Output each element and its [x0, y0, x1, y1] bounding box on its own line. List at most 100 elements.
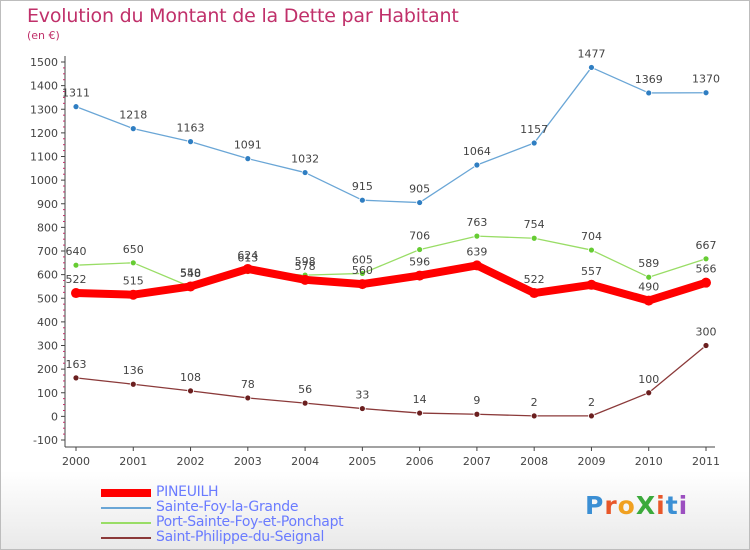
y-tick-label: -100 [33, 434, 58, 447]
legend-item: Sainte-Foy-la-Grande [101, 499, 361, 516]
x-tick-label: 2009 [577, 455, 605, 468]
data-label: 1064 [463, 145, 491, 158]
data-label: 515 [123, 275, 144, 288]
data-label: 550 [180, 266, 201, 279]
data-point [473, 410, 481, 418]
data-label: 1369 [635, 73, 663, 86]
data-point [416, 246, 424, 253]
x-tick-label: 2010 [635, 455, 663, 468]
data-label: 624 [237, 249, 258, 262]
x-tick-label: 2007 [463, 455, 491, 468]
data-point [72, 261, 80, 269]
chart-title: Evolution du Montant de la Dette par Hab… [27, 5, 459, 27]
data-point [357, 279, 368, 290]
data-point [244, 155, 252, 163]
brand-letter: t [665, 491, 679, 520]
data-label: 1091 [234, 139, 262, 152]
data-label: 56 [298, 383, 312, 396]
data-point [414, 270, 425, 281]
brand-letter: o [617, 491, 636, 520]
data-point [358, 196, 366, 204]
data-point [129, 259, 137, 267]
y-tick-label: 600 [37, 269, 58, 282]
data-point [586, 279, 597, 290]
data-point [185, 281, 196, 292]
data-point [71, 288, 81, 299]
data-label: 1163 [177, 122, 205, 135]
legend-swatch [101, 537, 151, 539]
data-label: 754 [524, 218, 545, 231]
data-label: 136 [123, 364, 144, 377]
proxiti-logo: ProXiti [585, 491, 688, 520]
data-label: 522 [524, 273, 545, 286]
data-point [471, 260, 482, 271]
data-point [416, 409, 424, 417]
y-tick-label: 300 [37, 340, 58, 353]
data-point [529, 288, 540, 299]
data-label: 605 [352, 253, 373, 266]
data-label: 613 [237, 252, 258, 265]
data-label: 548 [180, 267, 201, 280]
x-tick-label: 2006 [406, 455, 434, 468]
x-tick-label: 2003 [234, 455, 262, 468]
data-label: 1311 [62, 87, 90, 100]
brand-letter: i [656, 491, 666, 520]
data-point [530, 234, 538, 242]
brand-letter: i [678, 491, 689, 520]
data-point [588, 64, 595, 71]
y-tick-label: 700 [37, 245, 58, 258]
y-tick-label: 1400 [30, 80, 58, 93]
data-label: 522 [66, 273, 87, 286]
x-tick-label: 2001 [119, 455, 147, 468]
data-point [645, 273, 653, 281]
data-point [701, 277, 711, 288]
y-tick-label: 500 [37, 292, 58, 305]
data-point [645, 89, 653, 97]
data-label: 706 [409, 230, 430, 243]
data-label: 9 [473, 394, 480, 407]
data-label: 300 [696, 326, 717, 339]
data-label: 589 [638, 257, 659, 270]
data-point [72, 374, 80, 382]
y-tick-label: 0 [51, 410, 58, 423]
legend-item: PINEUILH [101, 484, 361, 501]
y-tick-label: 1200 [30, 127, 58, 140]
data-label: 578 [295, 260, 316, 273]
data-point [187, 138, 194, 146]
x-tick-label: 2002 [177, 455, 205, 468]
data-point [643, 295, 654, 306]
x-tick-label: 2005 [348, 455, 376, 468]
y-tick-label: 900 [37, 198, 58, 211]
y-tick-label: 100 [37, 387, 58, 400]
data-label: 100 [638, 373, 659, 386]
data-label: 598 [295, 255, 316, 268]
legend-swatch [101, 489, 151, 497]
data-label: 640 [66, 245, 87, 258]
data-point [301, 399, 309, 407]
data-label: 1032 [291, 153, 319, 166]
data-label: 1477 [577, 47, 605, 60]
legend-swatch [101, 507, 151, 509]
data-point [129, 125, 137, 133]
data-label: 1370 [692, 73, 720, 86]
data-point [530, 412, 538, 420]
series-line-0 [72, 261, 710, 305]
data-point [187, 387, 194, 395]
data-point [588, 246, 595, 254]
y-tick-label: 400 [37, 316, 58, 329]
data-point [72, 103, 80, 111]
y-tick-label: 200 [37, 363, 58, 376]
y-tick-label: 1500 [30, 56, 58, 69]
data-point [588, 412, 595, 420]
data-label: 1218 [119, 109, 147, 122]
data-label: 596 [409, 256, 430, 269]
chart-unit: (en €) [27, 29, 60, 42]
data-point [473, 232, 481, 240]
series-line-3 [75, 344, 707, 417]
y-tick-label: 1300 [30, 103, 58, 116]
data-point [473, 161, 481, 169]
data-label: 33 [355, 389, 369, 402]
x-tick-label: 2004 [291, 455, 319, 468]
x-tick-label: 2011 [692, 455, 720, 468]
data-label: 560 [352, 264, 373, 277]
